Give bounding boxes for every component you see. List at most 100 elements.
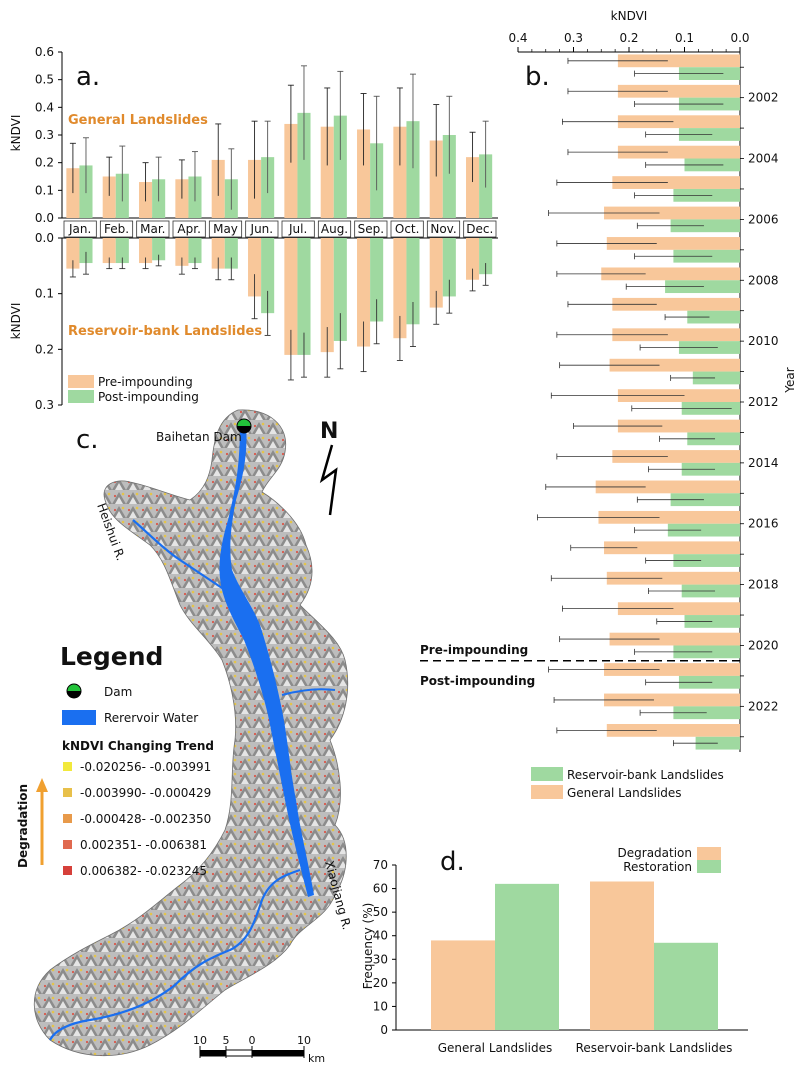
scale-tick-3: 10 [297, 1034, 311, 1047]
panel-b: b. kNDVI Year 0.4 0.3 0.2 0.1 0.0 2002 2004 200… [420, 9, 797, 800]
b-xtick-label: 0.2 [619, 31, 638, 45]
b-reservoir-bar [673, 554, 740, 567]
a-category-box [63, 220, 97, 238]
a-bottom-ytick-label: 0.2 [35, 342, 54, 356]
a-category-label: Feb. [104, 222, 129, 236]
a-top-ytick-label: 0.6 [35, 45, 54, 59]
a-category-box [245, 220, 279, 238]
a-top-pre-bar [357, 129, 371, 218]
panel-a-bottom-ylabel: kNDVI [9, 303, 23, 340]
legend-water-label: Rerervoir Water [104, 711, 198, 725]
a-top-pre-bar [320, 126, 334, 218]
legend-degradation-label: Degradation [618, 846, 692, 860]
a-top-pre-bar [284, 123, 298, 218]
legend-water-swatch [62, 710, 96, 725]
a-top-pre-bar [466, 157, 480, 218]
a-category-box [172, 220, 206, 238]
b-general-bar [595, 480, 740, 494]
a-category-label: Jun. [250, 222, 274, 236]
d-degradation-bar [590, 881, 654, 1030]
trend-class-label: 0.002351- -0.006381 [80, 838, 207, 852]
b-xtick-label: 0.0 [730, 31, 749, 45]
a-bottom-post-bar [79, 238, 93, 264]
trend-class-label: -0.003990- -0.000429 [80, 786, 211, 800]
b-year-label: 2022 [748, 699, 779, 713]
a-bottom-pre-bar [175, 238, 189, 266]
panel-a-top-plot: 0.0 0.1 0.2 0.3 0.4 0.5 0.6 Jan. Feb. Mar. Apr. May… [35, 45, 498, 238]
b-year-label: 2006 [748, 212, 779, 226]
a-category-box [317, 220, 352, 238]
panel-b-ylabel: Year [783, 367, 797, 393]
d-ytick-label: 10 [373, 999, 388, 1013]
a-category-box [390, 220, 424, 238]
a-top-pre-bar [393, 126, 407, 218]
scale-unit: km [308, 1052, 325, 1065]
xiaojiang-river [49, 868, 301, 1041]
north-label: N [320, 419, 338, 444]
dam-label: Baihetan Dam [156, 430, 242, 444]
a-bottom-pre-bar [429, 238, 443, 308]
map-legend-title: Legend [60, 642, 163, 671]
a-bottom-post-bar [406, 238, 420, 325]
d-restoration-bar [654, 942, 718, 1030]
trend-legend: -0.020256- -0.003991 -0.003990- -0.000429… [63, 760, 211, 878]
a-bottom-post-bar [297, 238, 311, 355]
legend-general-label: General Landslides [567, 786, 682, 800]
a-top-post-bar [297, 112, 311, 218]
legend-pre-label: Pre-impounding [98, 375, 193, 389]
a-bottom-pre-bar [139, 238, 153, 264]
legend-reservoir-swatch [531, 767, 563, 781]
trend-swatch [63, 788, 72, 797]
b-general-bar [601, 267, 740, 281]
a-category-label: Sep. [358, 222, 384, 236]
scale-tick-0: 10 [193, 1034, 207, 1047]
legend-reservoir-label: Reservoir-bank Landslides [567, 768, 724, 782]
d-ytick-label: 20 [373, 976, 388, 990]
a-bottom-post-bar [224, 238, 238, 269]
d-ytick-label: 70 [373, 858, 388, 872]
trend-class-label: -0.020256- -0.003991 [80, 760, 211, 774]
a-bottom-ytick-label: 0.0 [35, 231, 54, 245]
b-year-label: 2002 [748, 91, 779, 105]
degradation-label: Degradation [16, 784, 30, 868]
b-general-bar [604, 541, 740, 555]
reservoir-water [219, 425, 314, 897]
b-general-bar [617, 84, 740, 98]
d-degradation-bar [431, 940, 495, 1030]
a-category-box [136, 220, 170, 238]
legend-restoration-swatch [697, 860, 721, 873]
a-top-ytick-label: 0.4 [35, 100, 54, 114]
b-xtick-label: 0.3 [564, 31, 583, 45]
panel-a-bottom-plot: 0.0 0.1 0.2 0.3 [35, 231, 498, 412]
b-reservoir-bar [667, 523, 740, 537]
a-top-ytick-label: 0.3 [35, 128, 54, 142]
a-bottom-post-bar [479, 238, 493, 275]
a-category-label: Mar. [140, 222, 165, 236]
a-top-pre-bar [429, 140, 443, 218]
b-general-bar [609, 632, 740, 646]
panel-d-letter: d. [440, 847, 465, 877]
a-top-post-bar [333, 115, 347, 218]
degradation-arrowhead-icon [36, 778, 48, 792]
heishui-river [132, 519, 226, 591]
b-reservoir-bar [670, 493, 740, 507]
b-year-label: 2016 [748, 517, 779, 531]
b-general-bar [604, 206, 740, 220]
panel-a-top-title: General Landslides [68, 113, 208, 128]
a-bottom-pre-bar [357, 238, 371, 347]
b-general-bar [598, 510, 740, 524]
tributary-east [281, 688, 336, 696]
a-bottom-post-bar [152, 238, 166, 261]
a-bottom-post-bar [442, 238, 456, 297]
a-category-label: Dec. [466, 222, 493, 236]
d-ytick-label: 30 [373, 952, 388, 966]
a-category-box [99, 220, 134, 238]
b-year-label: 2004 [748, 152, 779, 166]
a-bottom-ytick-label: 0.1 [35, 287, 54, 301]
b-general-bar [604, 663, 740, 676]
b-general-bar [606, 724, 740, 737]
a-category-box [354, 220, 388, 238]
a-bottom-pre-bar [102, 238, 116, 264]
legend-trend-title: kNDVI Changing Trend [62, 739, 214, 753]
